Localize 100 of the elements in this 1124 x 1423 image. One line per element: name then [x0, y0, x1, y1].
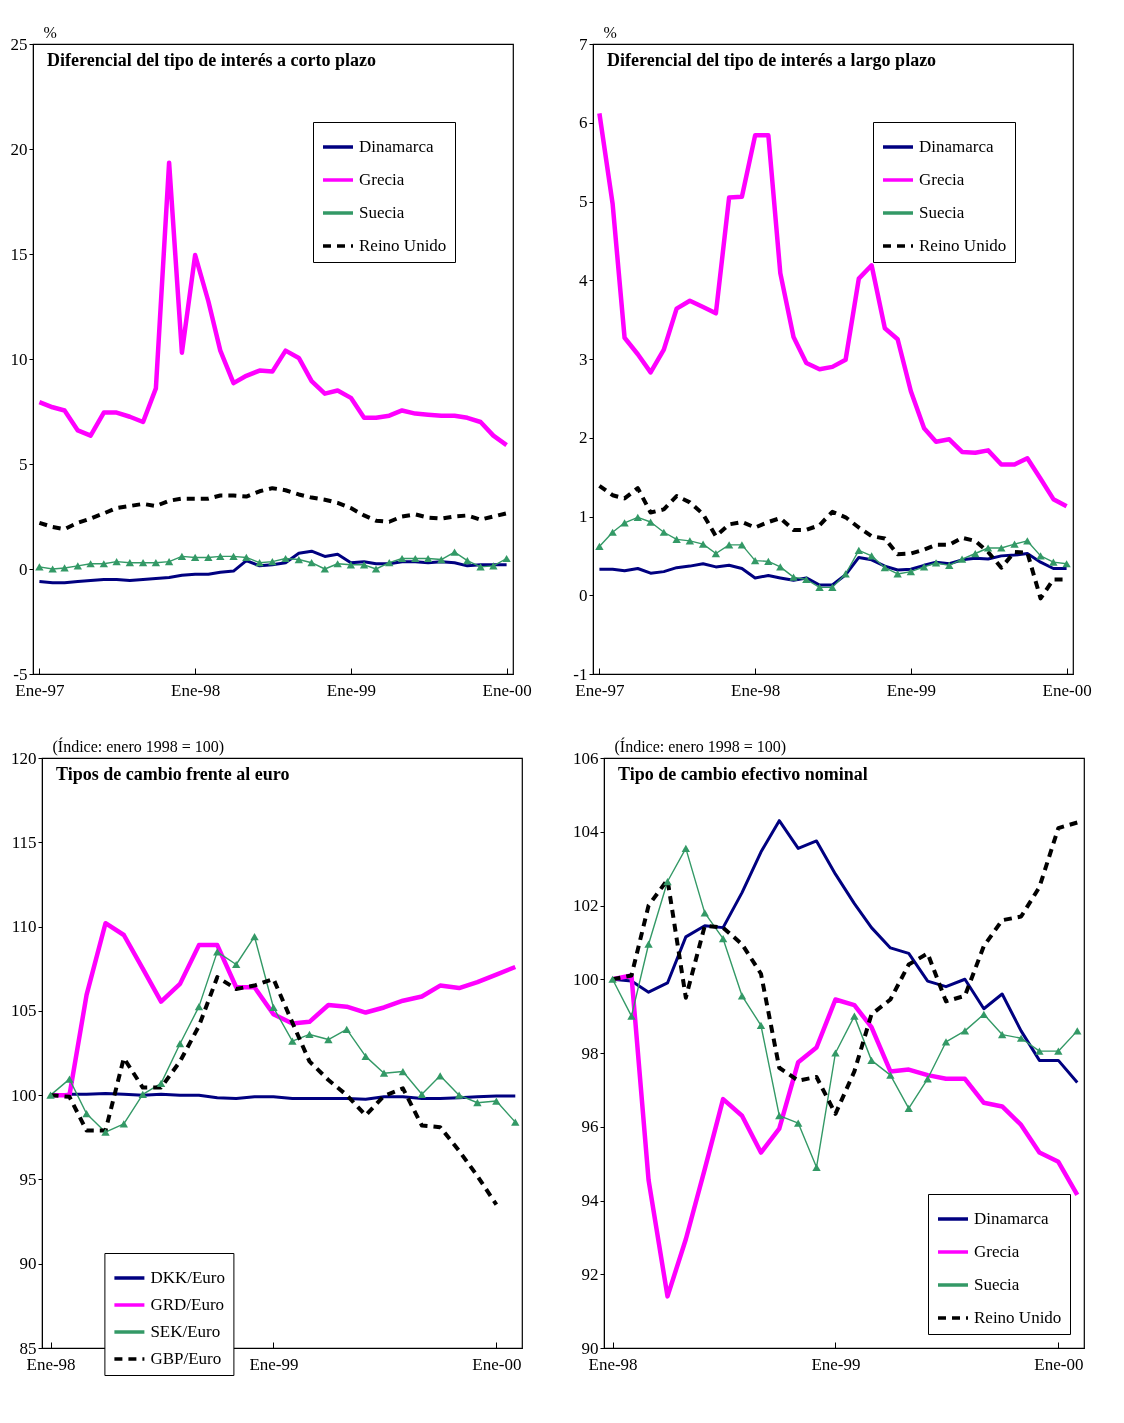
point: [737, 541, 747, 549]
point: [960, 1027, 970, 1035]
legend-label: Reino Unido: [919, 236, 1007, 255]
point: [1054, 1047, 1063, 1055]
y-tick-label: 3: [579, 349, 588, 369]
legend-label: Dinamarca: [974, 1209, 1050, 1228]
point: [812, 1163, 821, 1171]
y-tick-label: 10: [10, 349, 28, 369]
point: [82, 1110, 91, 1118]
y-tick-label: 5: [579, 192, 588, 211]
y-tick-label: 120: [11, 748, 37, 768]
y-tick-label: 102: [573, 896, 599, 915]
point: [831, 1049, 840, 1057]
point: [997, 544, 1006, 552]
x-tick-label: Ene-00: [472, 1354, 522, 1374]
point: [828, 583, 837, 591]
x-tick-label: Ene-99: [249, 1354, 299, 1374]
point: [324, 1035, 333, 1044]
point: [931, 559, 941, 567]
point: [867, 1056, 876, 1064]
point: [608, 528, 617, 536]
point: [269, 1003, 278, 1012]
y-tick-label: 5: [19, 454, 28, 474]
point: [957, 555, 967, 563]
point: [971, 549, 980, 558]
point: [919, 563, 929, 571]
point: [1016, 1034, 1026, 1042]
legend-label: SEK/Euro: [150, 1322, 221, 1341]
y-tick-label: 25: [10, 34, 28, 54]
point: [698, 540, 708, 548]
point: [756, 1021, 766, 1029]
y-tick-label: 1: [579, 507, 588, 526]
y-axis-title: (Índice: enero 1998 = 100): [52, 736, 225, 756]
legend-label: Reino Unido: [359, 236, 447, 255]
point: [608, 975, 617, 983]
point: [750, 556, 760, 565]
line-series: [37, 486, 509, 532]
y-tick-label: 2: [579, 428, 588, 448]
y-tick-label: 104: [573, 822, 599, 842]
point: [342, 1025, 351, 1034]
x-tick-label: Ene-00: [1034, 1354, 1084, 1374]
point: [789, 573, 798, 581]
x-tick-label: Ene-98: [171, 680, 221, 700]
point: [663, 877, 672, 886]
legend-label: Suecia: [974, 1275, 1020, 1294]
point: [361, 1052, 370, 1060]
point: [1010, 540, 1019, 548]
line-series: [597, 111, 1069, 509]
y-axis-title: %: [43, 23, 57, 41]
y-tick-label: 7: [579, 34, 588, 54]
point: [1062, 560, 1071, 568]
legend-label: Suecia: [919, 203, 965, 222]
point: [815, 583, 824, 591]
point: [250, 933, 259, 941]
y-tick-label: 6: [579, 113, 588, 133]
point: [511, 1118, 520, 1126]
chart-title: Diferencial del tipo de interés a largo plazo: [607, 50, 937, 70]
point: [379, 1069, 389, 1077]
point: [983, 544, 993, 552]
y-tick-label: 110: [11, 917, 37, 937]
y-tick-label: 115: [11, 832, 37, 852]
point: [672, 535, 681, 543]
point: [659, 528, 669, 536]
point: [473, 1099, 482, 1107]
point: [893, 570, 902, 578]
chart-title: Diferencial del tipo de interés a corto plazo: [47, 50, 377, 70]
point: [633, 513, 642, 521]
x-tick-label: Ene-99: [811, 1354, 861, 1374]
point: [1023, 537, 1032, 545]
y-tick-label: 100: [573, 969, 599, 989]
chart-title: Tipo de cambio efectivo nominal: [618, 764, 868, 784]
point: [711, 549, 721, 558]
line-series: [37, 549, 509, 585]
point: [101, 1128, 110, 1136]
point: [841, 570, 850, 578]
point: [627, 1012, 636, 1020]
point: [435, 1072, 445, 1080]
y-tick-label: 98: [581, 1043, 599, 1063]
x-tick-label: Ene-99: [326, 680, 376, 700]
point: [65, 1075, 74, 1083]
point: [764, 557, 773, 566]
point: [685, 537, 695, 545]
point: [880, 564, 890, 572]
point: [923, 1075, 932, 1083]
point: [854, 546, 863, 554]
point: [1049, 558, 1058, 566]
y-tick-label: 106: [573, 748, 599, 768]
point: [775, 1112, 784, 1120]
point: [724, 541, 734, 549]
y-tick-label: 0: [579, 585, 588, 605]
chart-title: Tipos de cambio frente al euro: [56, 764, 290, 784]
point: [398, 1067, 408, 1076]
point: [232, 960, 241, 969]
y-axis-title: (Índice: enero 1998 = 100): [614, 736, 787, 756]
line-series: [37, 160, 509, 448]
point: [46, 1091, 55, 1099]
point: [492, 1097, 501, 1105]
y-axis-title: %: [603, 23, 617, 41]
y-tick-label: 95: [19, 1169, 37, 1189]
point: [119, 1120, 129, 1128]
